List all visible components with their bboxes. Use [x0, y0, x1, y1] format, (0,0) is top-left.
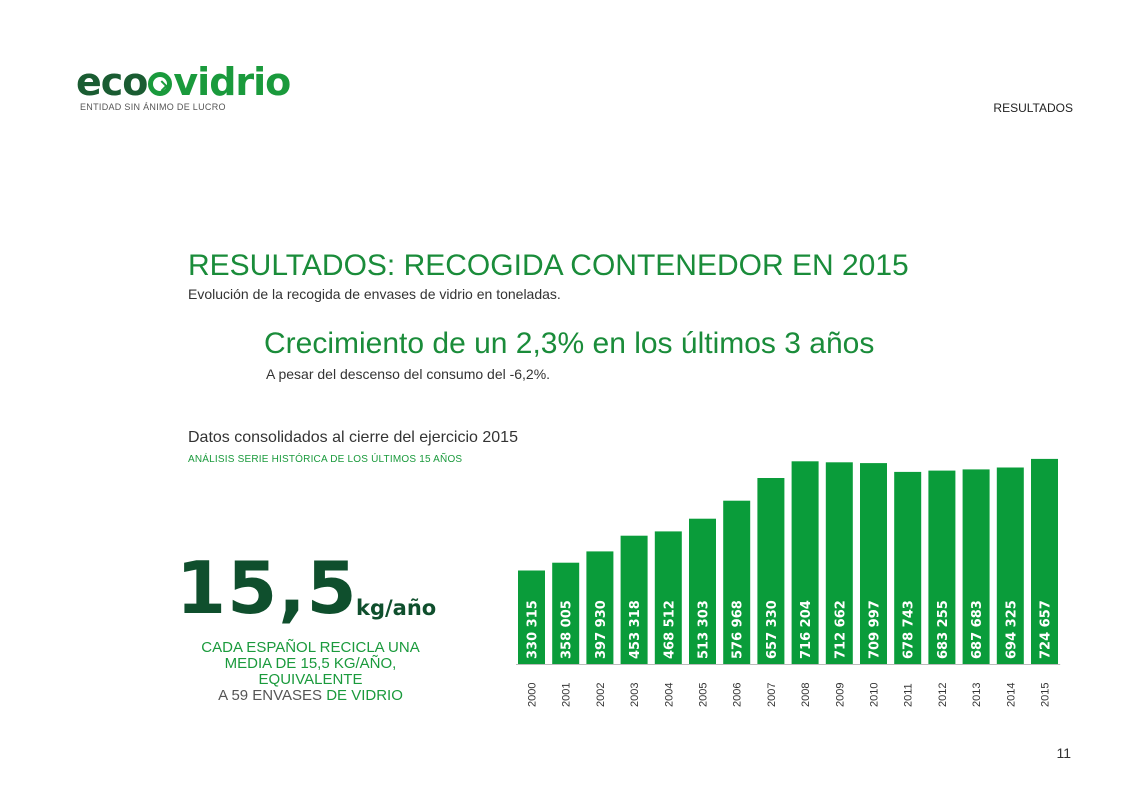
- caption-line-2: MEDIA DE 15,5 KG/AÑO,: [224, 655, 397, 672]
- bar-2015: [1031, 458, 1058, 664]
- x-tick-2013: 2013: [971, 683, 983, 707]
- bar-label-2015: 724 657: [1039, 600, 1054, 659]
- caption-line-4a: A 59 ENVASES: [218, 687, 327, 704]
- bar-label-2008: 716 204: [799, 600, 814, 659]
- logo-tagline: ENTIDAD SIN ÁNIMO DE LUCRO: [80, 102, 226, 112]
- bar-2007: [757, 478, 785, 664]
- bar-2009: [825, 462, 853, 664]
- bar-2000: [518, 570, 545, 664]
- x-tick-2005: 2005: [698, 683, 710, 707]
- bar-2006: [723, 500, 751, 664]
- bar-2004: [654, 531, 682, 664]
- x-tick-2015: 2015: [1040, 683, 1052, 707]
- caption-line-3: EQUIVALENTE: [258, 671, 363, 688]
- bar-2011: [894, 471, 922, 664]
- ecovidrio-logo: eco vidrio ENTIDAD SIN ÁNIMO DE LUCRO: [76, 60, 291, 112]
- bar-label-2006: 576 968: [731, 600, 746, 659]
- stat-value: 15,5: [176, 546, 358, 630]
- logo-text-eco: eco: [76, 60, 148, 104]
- bar-label-2004: 468 512: [662, 600, 677, 659]
- x-tick-2010: 2010: [869, 683, 881, 707]
- x-tick-2003: 2003: [629, 683, 641, 707]
- bar-2012: [928, 470, 956, 664]
- bar-2001: [552, 562, 580, 664]
- x-tick-2002: 2002: [595, 683, 607, 707]
- bar-label-2014: 694 325: [1004, 600, 1019, 659]
- x-tick-2004: 2004: [663, 683, 675, 707]
- bar-2002: [586, 551, 614, 664]
- x-tick-2008: 2008: [800, 683, 812, 707]
- bar-2010: [860, 463, 887, 664]
- x-tick-2011: 2011: [903, 683, 915, 707]
- bar-label-2012: 683 255: [936, 600, 951, 659]
- x-tick-2012: 2012: [937, 683, 949, 707]
- recycle-ring-icon: [148, 72, 173, 96]
- bar-2014: [996, 467, 1024, 664]
- x-tick-2001: 2001: [561, 683, 573, 707]
- page-number: 11: [1056, 745, 1071, 761]
- bar-label-2013: 687 683: [970, 600, 985, 659]
- x-tick-2000: 2000: [527, 683, 539, 707]
- bar-2005: [689, 518, 716, 664]
- data-note: Datos consolidados al cierre del ejercic…: [188, 429, 518, 446]
- bar-label-2005: 513 303: [697, 600, 712, 659]
- caption-line-4b: DE VIDRIO: [326, 687, 403, 704]
- page-title: RESULTADOS: RECOGIDA CONTENEDOR EN 2015: [188, 249, 909, 282]
- bar-label-2002: 397 930: [594, 600, 609, 659]
- bar-label-2009: 712 662: [833, 600, 848, 659]
- bar-label-2001: 358 005: [560, 600, 575, 659]
- x-tick-2014: 2014: [1005, 683, 1017, 707]
- bar-label-2010: 709 997: [868, 600, 883, 659]
- bar-2003: [620, 535, 648, 664]
- logo-text-vidrio: vidrio: [173, 60, 291, 104]
- bar-label-2003: 453 318: [628, 600, 643, 659]
- growth-headline: Crecimiento de un 2,3% en los últimos 3 …: [264, 327, 875, 360]
- bar-label-2007: 657 330: [765, 600, 780, 659]
- logo-wordmark: eco vidrio: [76, 60, 291, 104]
- x-tick-2006: 2006: [732, 683, 744, 707]
- growth-note: A pesar del descenso del consumo del -6,…: [266, 366, 551, 382]
- caption-line-4: A 59 ENVASES DE VIDRIO: [168, 688, 453, 704]
- stat-unit: kg/año: [356, 596, 437, 620]
- series-note: ANÁLISIS SERIE HISTÓRICA DE LOS ÚLTIMOS …: [188, 454, 463, 465]
- x-tick-2007: 2007: [766, 683, 778, 707]
- section-label: RESULTADOS: [993, 101, 1073, 115]
- caption-line-1: CADA ESPAÑOL RECICLA UNA: [201, 639, 420, 656]
- x-tick-2009: 2009: [834, 683, 846, 707]
- page-subtitle: Evolución de la recogida de envases de v…: [188, 286, 561, 302]
- stat-caption: CADA ESPAÑOL RECICLA UNA MEDIA DE 15,5 K…: [168, 640, 453, 704]
- bar-2013: [962, 469, 990, 664]
- bar-label-2000: 330 315: [526, 600, 541, 659]
- bar-2008: [791, 461, 819, 664]
- bar-label-2011: 678 743: [902, 600, 917, 659]
